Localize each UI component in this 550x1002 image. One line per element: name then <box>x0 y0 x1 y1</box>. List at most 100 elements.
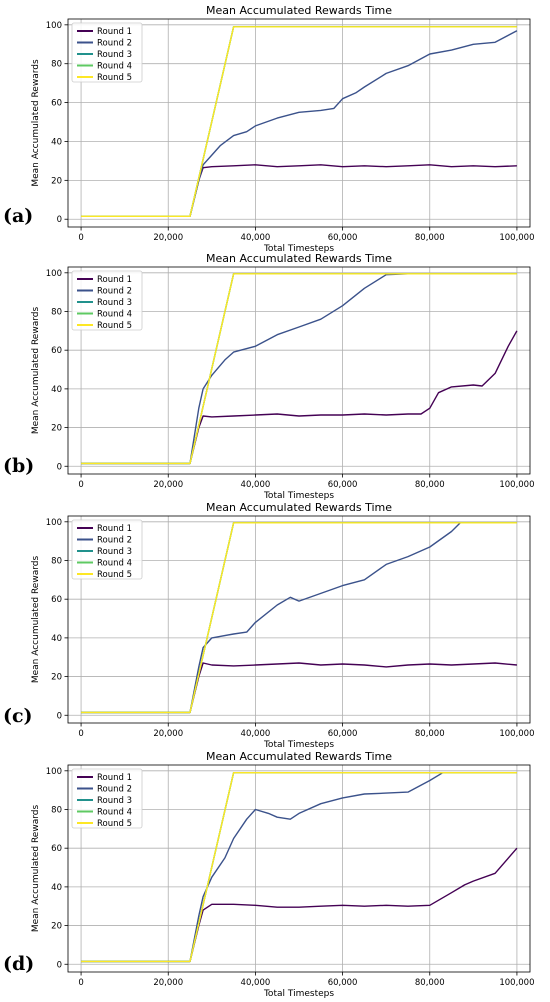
chart-title: Mean Accumulated Rewards Time <box>206 252 392 265</box>
series-line-round-5 <box>81 772 517 963</box>
series-line-round-3 <box>81 772 517 963</box>
x-tick-label: 60,000 <box>328 480 358 490</box>
x-tick-label: 20,000 <box>153 729 183 739</box>
y-tick-label: 60 <box>51 595 62 605</box>
legend-label: Round 2 <box>97 536 132 546</box>
y-tick-label: 40 <box>51 634 62 644</box>
x-tick-label: 80,000 <box>415 480 445 490</box>
x-tick-label: 0 <box>78 729 83 739</box>
y-tick-label: 60 <box>51 844 62 854</box>
x-tick-label: 40,000 <box>241 480 271 490</box>
panel-label: (a) <box>3 205 33 227</box>
series-line-round-1 <box>81 164 517 218</box>
y-tick-label: 80 <box>51 307 62 317</box>
legend-label: Round 1 <box>97 773 132 783</box>
series-line-round-4 <box>81 772 517 963</box>
plot-frame <box>67 18 531 228</box>
legend-box <box>71 270 143 331</box>
series-line-round-4 <box>81 273 517 465</box>
legend-label: Round 3 <box>97 796 132 806</box>
y-tick-label: 100 <box>46 21 62 31</box>
legend-label: Round 2 <box>97 287 132 297</box>
plot-frame <box>67 266 531 475</box>
chart-panel: 0 20,000 40,000 60,000 80,000 100,000 0 20 40 60 8… <box>31 501 535 750</box>
legend-label: Round 1 <box>97 275 132 285</box>
chart-title: Mean Accumulated Rewards Time <box>206 501 392 514</box>
legend-label: Round 1 <box>97 27 132 37</box>
y-tick-label: 60 <box>51 346 62 356</box>
series-line-round-5 <box>81 273 517 465</box>
x-tick-label: 40,000 <box>241 729 271 739</box>
series-line-round-4 <box>81 26 517 218</box>
legend-label: Round 4 <box>97 62 132 72</box>
y-tick-label: 80 <box>51 556 62 566</box>
x-tick-label: 80,000 <box>415 978 445 988</box>
x-tick-label: 40,000 <box>241 233 271 243</box>
legend-label: Round 5 <box>97 321 132 331</box>
x-tick-label: 40,000 <box>241 978 271 988</box>
y-tick-label: 80 <box>51 805 62 815</box>
y-tick-label: 20 <box>51 673 62 683</box>
legend-label: Round 4 <box>97 559 132 569</box>
y-tick-label: 0 <box>57 711 62 721</box>
y-tick-label: 40 <box>51 137 62 147</box>
chart-title: Mean Accumulated Rewards Time <box>206 750 392 763</box>
y-axis-label: Mean Accumulated Rewards <box>31 307 41 435</box>
y-tick-label: 0 <box>57 960 62 970</box>
x-tick-label: 80,000 <box>415 729 445 739</box>
x-tick-label: 60,000 <box>328 978 358 988</box>
chart-title: Mean Accumulated Rewards Time <box>206 4 392 17</box>
legend-label: Round 2 <box>97 39 132 49</box>
x-tick-label: 20,000 <box>153 978 183 988</box>
panel-label: (b) <box>3 455 34 477</box>
y-axis-label: Mean Accumulated Rewards <box>31 556 41 684</box>
legend-label: Round 2 <box>97 785 132 795</box>
x-tick-label: 20,000 <box>153 480 183 490</box>
series-line-round-4 <box>81 522 517 714</box>
series-line-round-1 <box>81 330 518 465</box>
x-tick-label: 100,000 <box>499 729 534 739</box>
x-tick-label: 100,000 <box>499 480 534 490</box>
y-tick-label: 0 <box>57 462 62 472</box>
legend-box <box>71 768 143 829</box>
legend-label: Round 3 <box>97 547 132 557</box>
y-tick-label: 0 <box>57 215 62 225</box>
y-axis-label: Mean Accumulated Rewards <box>31 59 41 187</box>
legend-label: Round 5 <box>97 73 132 83</box>
series-line-round-3 <box>81 26 517 218</box>
plot-frame <box>67 764 531 973</box>
x-tick-label: 60,000 <box>328 233 358 243</box>
legend-label: Round 4 <box>97 808 132 818</box>
x-tick-label: 0 <box>78 480 83 490</box>
x-axis-label: Total Timesteps <box>263 989 334 999</box>
series-line-round-2 <box>81 772 517 963</box>
legend-label: Round 3 <box>97 298 132 308</box>
legend-label: Round 5 <box>97 570 132 580</box>
series-line-round-2 <box>81 522 517 714</box>
series-line-round-1 <box>81 847 518 963</box>
series-line-round-5 <box>81 26 517 218</box>
x-tick-label: 20,000 <box>153 233 183 243</box>
series-line-round-1 <box>81 662 517 714</box>
y-tick-label: 20 <box>51 922 62 932</box>
x-tick-label: 0 <box>78 233 83 243</box>
chart-panel: 0 20,000 40,000 60,000 80,000 100,000 0 20 40 60 8… <box>31 750 535 999</box>
legend-box <box>71 519 143 580</box>
legend-label: Round 1 <box>97 524 132 534</box>
y-tick-label: 20 <box>51 176 62 186</box>
x-axis-label: Total Timesteps <box>263 491 334 501</box>
y-tick-label: 40 <box>51 883 62 893</box>
x-axis-label: Total Timesteps <box>263 740 334 750</box>
x-tick-label: 0 <box>78 978 83 988</box>
legend-box <box>71 22 143 83</box>
legend-label: Round 3 <box>97 50 132 60</box>
legend-label: Round 5 <box>97 819 132 829</box>
series-line-round-3 <box>81 522 517 714</box>
y-tick-label: 100 <box>46 767 62 777</box>
y-tick-label: 20 <box>51 424 62 434</box>
